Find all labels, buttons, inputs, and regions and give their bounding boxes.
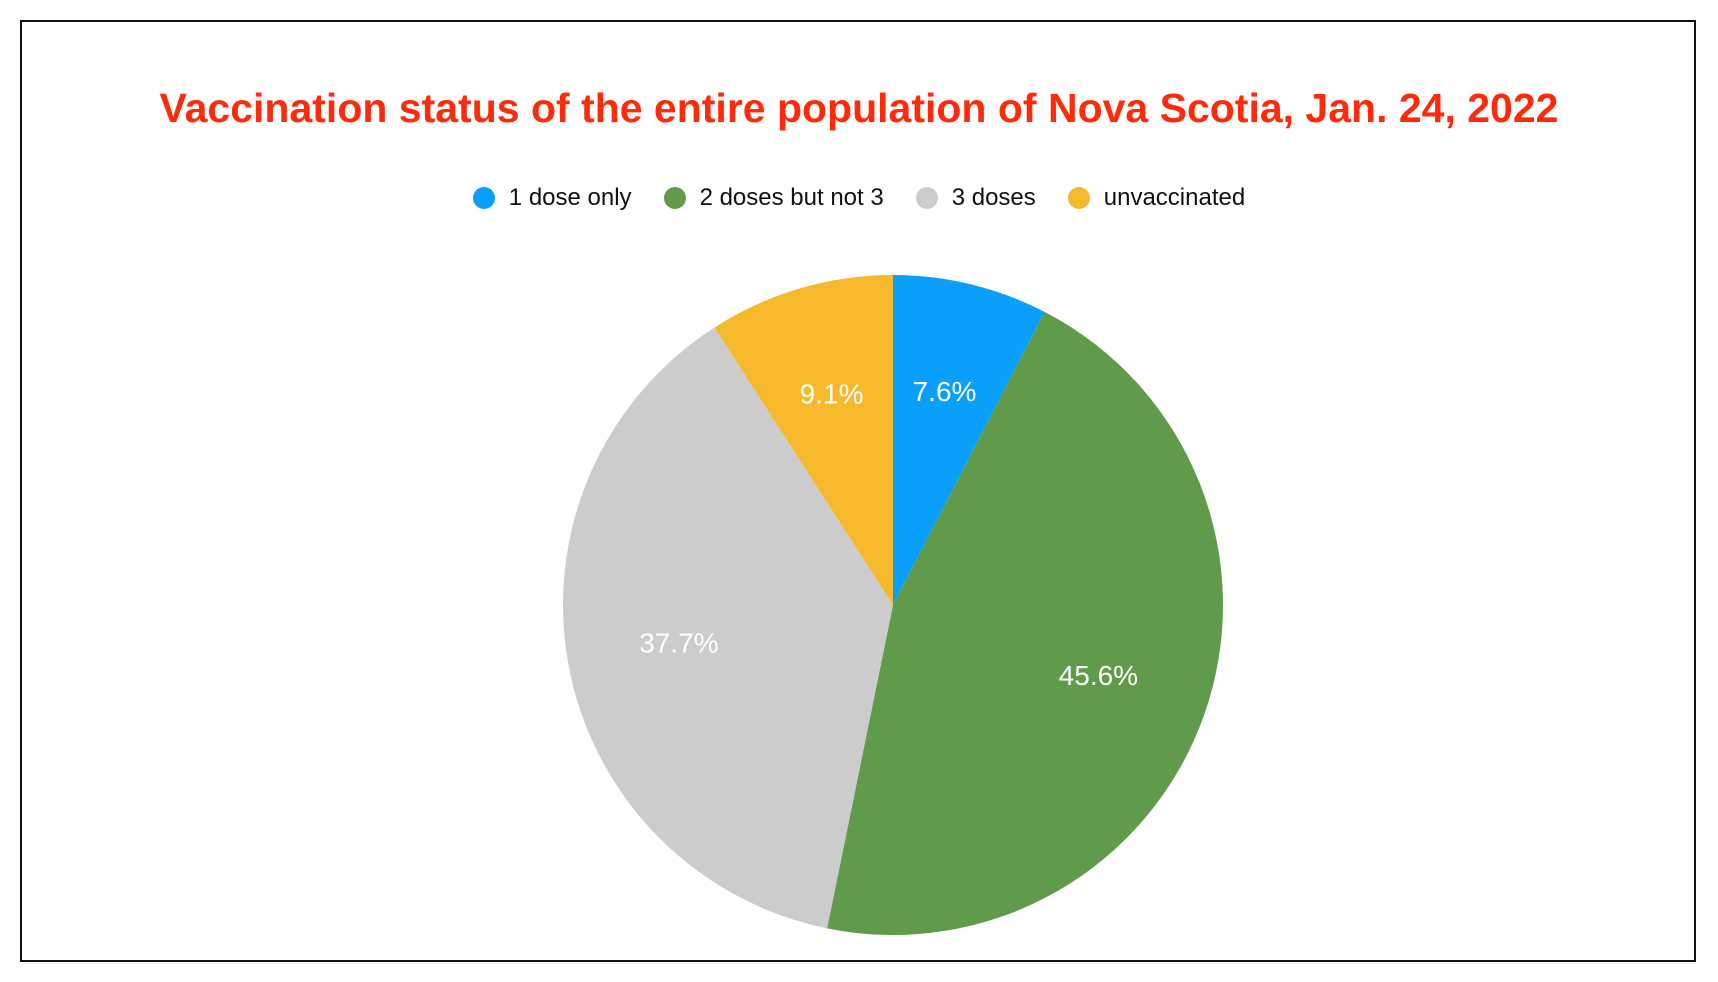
legend-label-unvaccinated: unvaccinated [1103,184,1246,211]
legend-label-1-dose-only: 1 dose only [508,184,632,211]
slice-label-1-dose-only: 7.6% [913,376,977,407]
legend-marker-1-dose-only [472,187,495,209]
legend-item-2-doses-but-not-3: 2 doses but not 3 [663,184,884,212]
slice-label-3-doses: 37.7% [639,628,718,659]
slice-label-unvaccinated: 9.1% [800,378,864,409]
pie-slice-unvaccinated [714,275,893,605]
pie-slices [563,275,1223,935]
pie-slice-2-doses-but-not-3 [827,311,1223,935]
legend-item-1-dose-only: 1 dose only [472,184,632,212]
legend-label-2-doses-but-not-3: 2 doses but not 3 [699,184,884,211]
legend-item-unvaccinated: unvaccinated [1067,184,1246,212]
chart-title: Vaccination status of the entire populat… [159,85,1559,131]
legend-marker-2-doses-but-not-3 [663,187,686,209]
legend-item-3-doses: 3 doses [915,184,1036,212]
legend-label-3-doses: 3 doses [951,184,1036,211]
pie-labels: 7.6% 45.6% 37.7% 9.1% [639,376,1138,691]
chart-legend: 1 dose only 2 doses but not 3 3 doses un… [0,178,1718,218]
pie-slice-3-doses [563,327,893,929]
pie-slice-1-dose-only [893,275,1045,605]
slice-label-2-doses-but-not-3: 45.6% [1059,660,1138,691]
legend-marker-unvaccinated [1067,187,1090,209]
legend-marker-3-doses [915,187,938,209]
